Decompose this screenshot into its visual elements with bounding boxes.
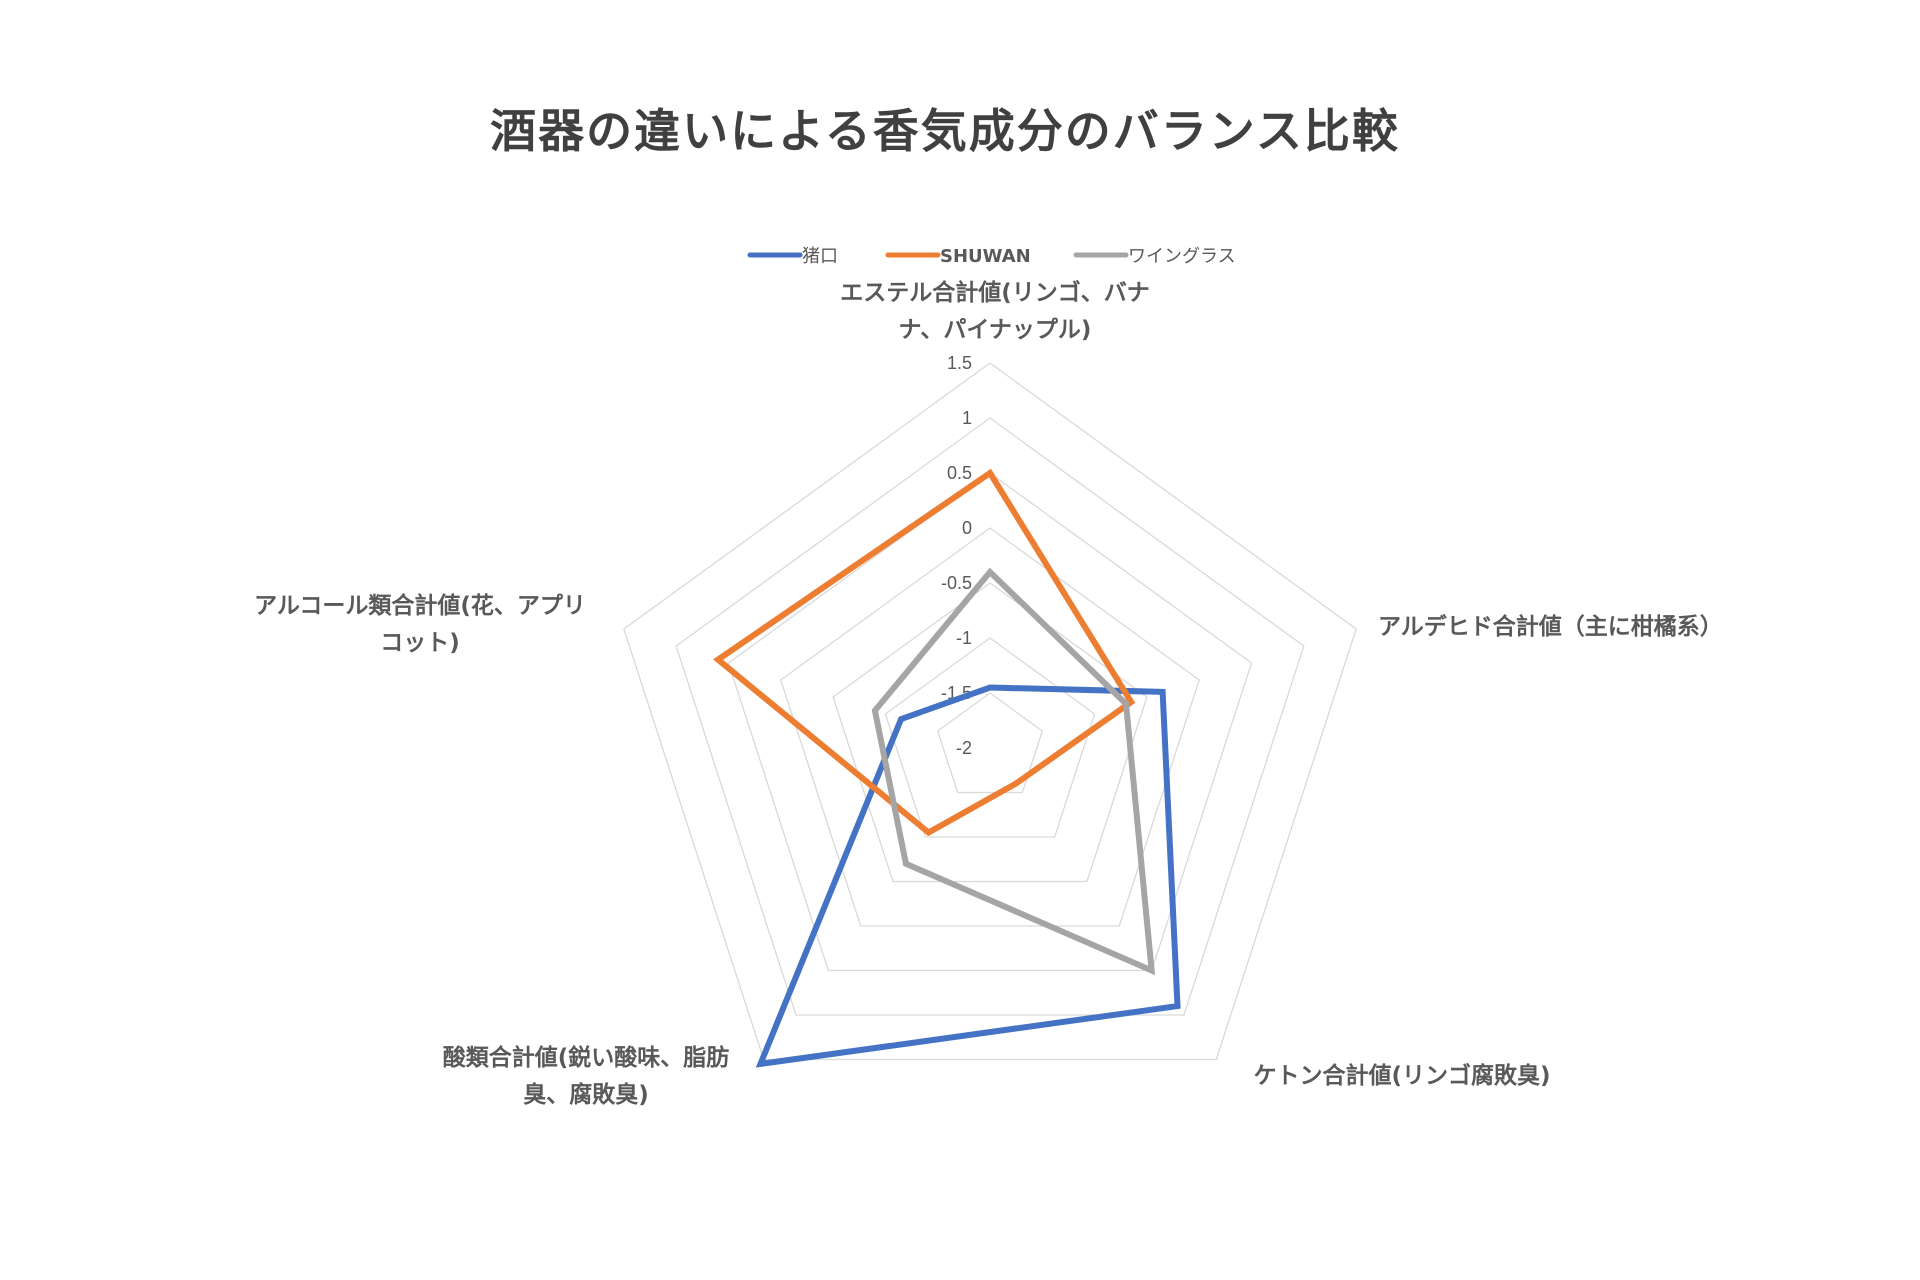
legend-label: SHUWAN (940, 246, 1031, 267)
axis-label: コット) (380, 630, 460, 656)
grid-ring (675, 417, 1305, 1016)
tick-label: -2 (956, 738, 972, 758)
grid-ring (727, 472, 1253, 972)
tick-label: -0.5 (941, 573, 972, 593)
axis-label: 臭、腐敗臭) (523, 1081, 649, 1108)
tick-label: 0.5 (947, 463, 972, 483)
axis-label: ナ、パイナップル) (899, 317, 1092, 343)
grid-ring (832, 582, 1148, 883)
axis-label: アルコール類合計値(花、アプリ (254, 592, 586, 619)
axis-label: エステル合計値(リンゴ、バナ (840, 279, 1150, 306)
legend-label: 猪口 (802, 246, 838, 267)
grid-ring (623, 362, 1357, 1061)
series-line-2 (871, 567, 1156, 976)
tick-label: 1.5 (947, 353, 972, 373)
axis-label: 酸類合計値(鋭い酸味、脂肪 (443, 1044, 730, 1071)
series-line-1 (713, 468, 1136, 837)
grid-ring (884, 637, 1096, 838)
tick-label: 0 (962, 518, 972, 538)
axis-label: ケトン合計値(リンゴ腐敗臭) (1253, 1062, 1550, 1089)
axis-label: アルデヒド合計値（主に柑橘系） (1378, 613, 1723, 640)
grid-ring (936, 692, 1044, 794)
grid-ring (780, 527, 1200, 927)
chart-title: 酒器の違いによる香気成分のバランス比較 (490, 104, 1400, 158)
tick-label: 1 (962, 408, 972, 428)
tick-label: -1 (956, 628, 972, 648)
series-line-0 (755, 684, 1181, 1068)
legend-label: ワイングラス (1128, 246, 1236, 267)
